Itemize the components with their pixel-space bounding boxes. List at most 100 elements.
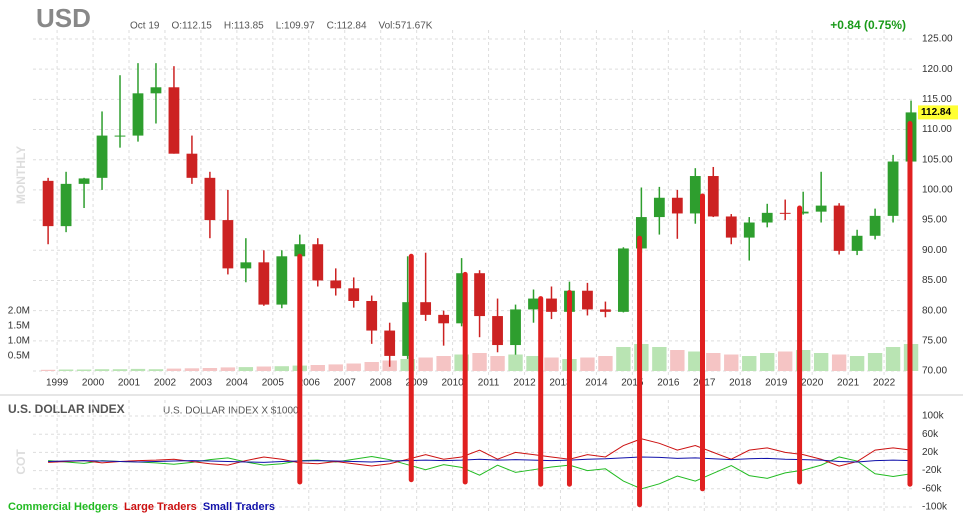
candle-body: [582, 290, 593, 310]
candle-body: [204, 177, 216, 221]
x-tick-label: 2000: [82, 378, 105, 389]
candle-body: [42, 180, 54, 227]
cot-line: [48, 455, 912, 490]
candle-body: [96, 135, 108, 178]
candle-body: [779, 212, 791, 214]
volume-bar: [508, 354, 523, 371]
candle-body: [600, 309, 611, 312]
volume-bar: [472, 353, 487, 371]
x-tick-label: 1999: [46, 378, 69, 389]
candle-body: [653, 197, 665, 218]
volume-bar: [112, 369, 128, 371]
candle-body: [761, 212, 773, 223]
x-tick-label: 2015: [621, 378, 644, 389]
candle-body: [240, 262, 252, 269]
candle-body: [618, 248, 629, 312]
y-tick-label: 70.00: [922, 366, 947, 377]
candle-body: [689, 176, 701, 214]
period-label: MONTHLY: [14, 146, 28, 204]
candle-body: [456, 273, 467, 324]
candle-body: [348, 288, 360, 301]
volume-bar: [310, 365, 325, 371]
candle-body: [258, 262, 270, 305]
volume-bar: [813, 353, 829, 371]
volume-bar: [724, 354, 739, 371]
volume-bar: [616, 347, 631, 371]
x-tick-label: 2019: [765, 378, 788, 389]
volume-bar: [166, 368, 182, 371]
candle-body: [384, 330, 396, 356]
candle-body: [474, 273, 485, 317]
volume-bar: [831, 354, 847, 371]
volume-bar: [94, 369, 110, 371]
volume-bar: [364, 362, 379, 371]
volume-bar: [130, 368, 146, 371]
volume-tick-label: 1.0M: [8, 336, 30, 347]
volume-bar: [867, 353, 883, 371]
volume-bar: [526, 356, 541, 371]
y-tick-label: 95.00: [922, 215, 947, 226]
cot-tick-label: -100k: [922, 502, 948, 513]
x-tick-label: 2003: [190, 378, 213, 389]
candle-body: [851, 235, 863, 251]
volume-bar: [346, 363, 361, 371]
volume-bar: [274, 366, 290, 371]
candle-body: [546, 298, 557, 312]
volume-bar: [544, 357, 559, 371]
x-tick-label: 2018: [729, 378, 752, 389]
y-tick-label: 75.00: [922, 335, 947, 346]
x-tick-label: 2011: [478, 378, 500, 389]
candle-body: [671, 197, 683, 214]
header-item: Oct 19: [130, 21, 160, 32]
last-price-label: 112.84: [921, 107, 951, 118]
x-tick-label: 2009: [406, 378, 429, 389]
candle-body: [330, 280, 342, 289]
cot-tick-label: 60k: [922, 429, 939, 440]
candle-body: [60, 183, 72, 227]
volume-bar: [742, 356, 757, 371]
candle-body: [366, 300, 378, 331]
header-item: Vol:571.67K: [379, 21, 433, 32]
candle-body: [312, 244, 324, 281]
x-tick-label: 2022: [873, 378, 896, 389]
volume-bar: [418, 357, 433, 371]
candle-body: [294, 244, 306, 257]
candle-body: [276, 256, 288, 305]
volume-bar: [760, 353, 775, 371]
y-tick-label: 125.00: [922, 34, 953, 45]
volume-bar: [885, 347, 901, 371]
candle-body: [150, 87, 162, 94]
volume-bar: [436, 356, 451, 371]
volume-tick-label: 1.5M: [8, 321, 30, 332]
symbol: USD: [36, 3, 91, 33]
y-tick-label: 115.00: [922, 94, 952, 105]
y-tick-label: 80.00: [922, 305, 947, 316]
volume-tick-label: 0.5M: [8, 351, 30, 362]
volume-bar: [220, 367, 236, 371]
x-tick-label: 2013: [549, 378, 572, 389]
header-item: O:112.15: [171, 21, 212, 32]
candle-body: [528, 298, 539, 310]
volume-bar: [580, 357, 595, 371]
candle-body: [402, 302, 414, 356]
cot-tick-label: 100k: [922, 411, 945, 422]
y-tick-label: 105.00: [922, 154, 953, 165]
x-tick-label: 2014: [585, 378, 608, 389]
last-price-box: [918, 105, 958, 120]
candle-body: [707, 176, 719, 217]
volume-tick-label: 2.0M: [8, 306, 30, 317]
x-tick-label: 2012: [513, 378, 536, 389]
volume-bar: [652, 347, 667, 371]
legend-entry: Commercial Hedgers: [8, 501, 118, 513]
cot-title: U.S. DOLLAR INDEX: [8, 402, 125, 416]
candle-body: [420, 302, 432, 315]
x-tick-label: 2007: [334, 378, 357, 389]
y-tick-label: 110.00: [922, 124, 952, 135]
cot-subtitle: U.S. DOLLAR INDEX X $1000: [163, 406, 299, 417]
volume-bar: [202, 368, 218, 371]
volume-bar: [148, 369, 164, 371]
x-tick-label: 2010: [441, 378, 464, 389]
x-tick-label: 2021: [837, 378, 860, 389]
candle-body: [833, 205, 845, 251]
